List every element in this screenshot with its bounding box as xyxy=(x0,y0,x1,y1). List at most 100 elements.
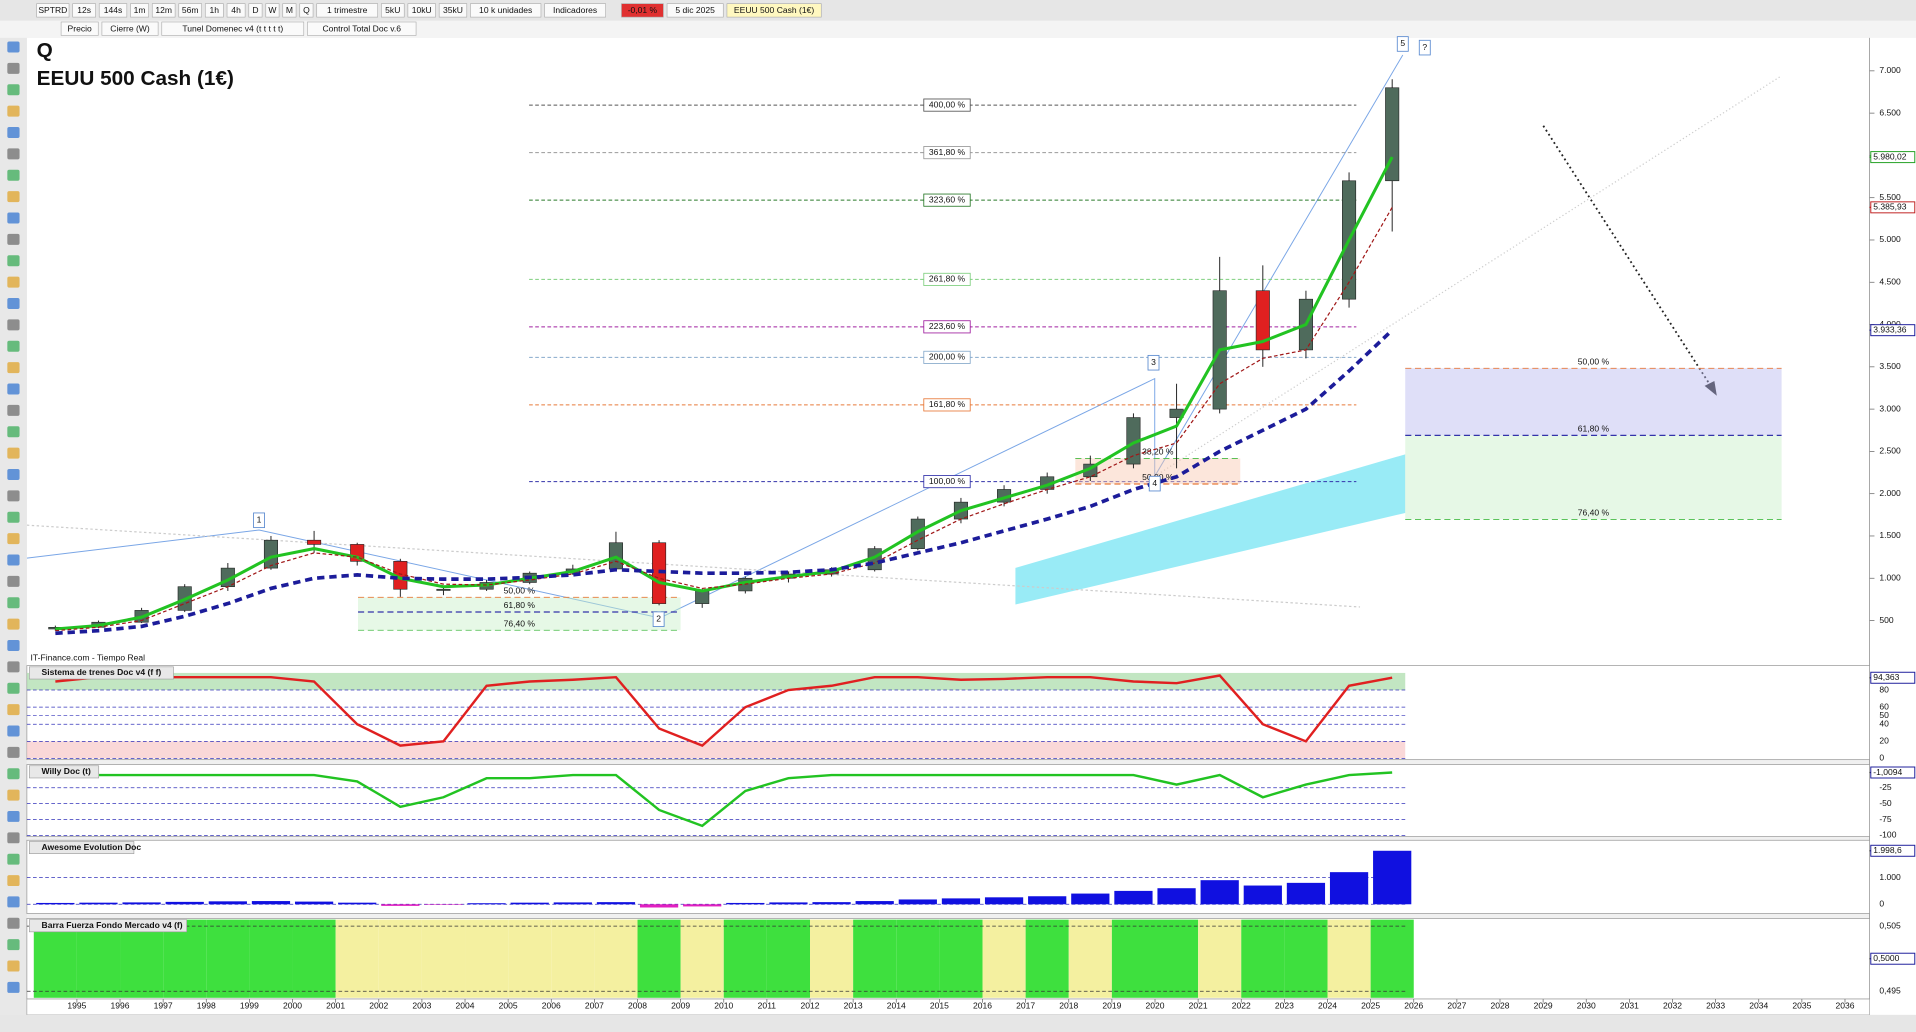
toolbar-button xyxy=(726,3,822,18)
y-tick-label: 0,495 xyxy=(1879,986,1901,996)
x-tick-label: 2032 xyxy=(1663,1001,1682,1011)
fib-label-box xyxy=(923,146,971,160)
tool-icon[interactable] xyxy=(7,105,20,117)
tool-icon[interactable] xyxy=(7,746,20,758)
tool-icon[interactable] xyxy=(7,404,20,416)
toolbar-button[interactable] xyxy=(307,21,417,36)
tool-icon[interactable] xyxy=(7,618,20,630)
strength-bar xyxy=(766,919,811,998)
tool-icon[interactable] xyxy=(7,191,20,203)
y-tick-label: 0,505 xyxy=(1879,920,1901,930)
toolbar-button[interactable] xyxy=(316,3,379,18)
y-tick-label: 3.000 xyxy=(1879,403,1901,413)
wave-label: 5 xyxy=(1400,38,1405,48)
toolbar-button[interactable] xyxy=(161,21,305,36)
tool-icon[interactable] xyxy=(7,511,20,523)
tool-icon[interactable] xyxy=(7,554,20,566)
source: IT-Finance.com - Tiempo Real xyxy=(31,653,146,663)
tool-icon[interactable] xyxy=(7,639,20,651)
fib-label-box xyxy=(923,272,971,286)
tool-icon[interactable] xyxy=(7,704,20,716)
toolbar-button[interactable] xyxy=(407,3,436,18)
tool-icon[interactable] xyxy=(7,789,20,801)
wave-label-box xyxy=(1418,39,1431,56)
tool-icon[interactable] xyxy=(7,362,20,374)
toolbar-button[interactable] xyxy=(130,3,149,18)
toolbar-button[interactable] xyxy=(248,3,263,18)
tool-icon[interactable] xyxy=(7,832,20,844)
toolbar-button[interactable] xyxy=(151,3,176,18)
toolbar-button[interactable] xyxy=(60,21,99,36)
tool-icon[interactable] xyxy=(7,939,20,951)
histogram-bar xyxy=(1071,893,1110,905)
toolbar-button[interactable] xyxy=(98,3,128,18)
tool-icon[interactable] xyxy=(7,297,20,309)
x-tick-label: 2019 xyxy=(1102,1001,1121,1011)
tool-icon[interactable] xyxy=(7,875,20,887)
tool-icon[interactable] xyxy=(7,127,20,139)
x-tick-label: 2020 xyxy=(1145,1001,1164,1011)
tool-icon[interactable] xyxy=(7,383,20,395)
toolbar-button[interactable] xyxy=(226,3,246,18)
tool-icon[interactable] xyxy=(7,981,20,993)
tool-icon[interactable] xyxy=(7,276,20,288)
tool-icon[interactable] xyxy=(7,169,20,181)
tool-icon[interactable] xyxy=(7,447,20,459)
tool-icon[interactable] xyxy=(7,725,20,737)
histogram-bar xyxy=(251,901,291,905)
tool-icon[interactable] xyxy=(7,340,20,352)
toolbar-button[interactable] xyxy=(72,3,96,18)
toolbar-button[interactable] xyxy=(544,3,606,18)
tool-icon[interactable] xyxy=(7,533,20,545)
strength-bar xyxy=(1370,919,1414,998)
tool-icon[interactable] xyxy=(7,212,20,224)
tool-icon[interactable] xyxy=(7,490,20,502)
tool-icon[interactable] xyxy=(7,468,20,480)
toolbar-button[interactable] xyxy=(282,3,297,18)
fib-label: 261,80 % xyxy=(929,274,966,284)
tool-icon[interactable] xyxy=(7,575,20,587)
status-bar xyxy=(0,1014,1916,1032)
toolbar-button[interactable] xyxy=(470,3,542,18)
tool-icon[interactable] xyxy=(7,148,20,160)
toolbar-button[interactable] xyxy=(381,3,405,18)
tool-icon[interactable] xyxy=(7,960,20,972)
toolbar-label: 10 k unidades xyxy=(479,5,532,15)
toolbar-button[interactable] xyxy=(265,3,280,18)
tool-icon[interactable] xyxy=(7,768,20,780)
tool-icon[interactable] xyxy=(7,661,20,673)
histogram-bar xyxy=(208,901,247,905)
tool-icon[interactable] xyxy=(7,810,20,822)
tool-icon[interactable] xyxy=(7,233,20,245)
tool-icon[interactable] xyxy=(7,84,20,96)
tool-icon[interactable] xyxy=(7,682,20,694)
tool-icon[interactable] xyxy=(7,255,20,267)
tool-icon[interactable] xyxy=(7,41,20,53)
tool-icon[interactable] xyxy=(7,853,20,865)
toolbar-button[interactable] xyxy=(178,3,202,18)
tool-icon[interactable] xyxy=(7,62,20,74)
tool-icon[interactable] xyxy=(7,319,20,331)
price-tag xyxy=(1870,766,1916,779)
toolbar-label: 12s xyxy=(77,5,91,15)
toolbar-label: Control Total Doc v.6 xyxy=(322,24,401,34)
toolbar-button[interactable] xyxy=(204,3,224,18)
tool-icon[interactable] xyxy=(7,426,20,438)
strength-bar xyxy=(982,919,1026,998)
toolbar-button[interactable] xyxy=(101,21,159,36)
strength-bar xyxy=(723,919,767,998)
y-tick-label: 80 xyxy=(1879,684,1889,694)
wave-label-box xyxy=(1396,36,1409,52)
tool-icon[interactable] xyxy=(7,896,20,908)
indicator-line xyxy=(55,771,1393,828)
tool-icon[interactable] xyxy=(7,597,20,609)
toolbar-label: 56m xyxy=(182,5,199,15)
toolbar-button[interactable] xyxy=(299,3,314,18)
toolbar-button[interactable] xyxy=(438,3,468,18)
x-tick-label: 2007 xyxy=(585,1001,604,1011)
toolbar-button[interactable] xyxy=(36,3,70,18)
x-tick-label: 2000 xyxy=(283,1001,302,1011)
candle-body xyxy=(1255,290,1270,351)
tool-icon[interactable] xyxy=(7,917,20,929)
y-tick-label: 50 xyxy=(1879,710,1889,720)
